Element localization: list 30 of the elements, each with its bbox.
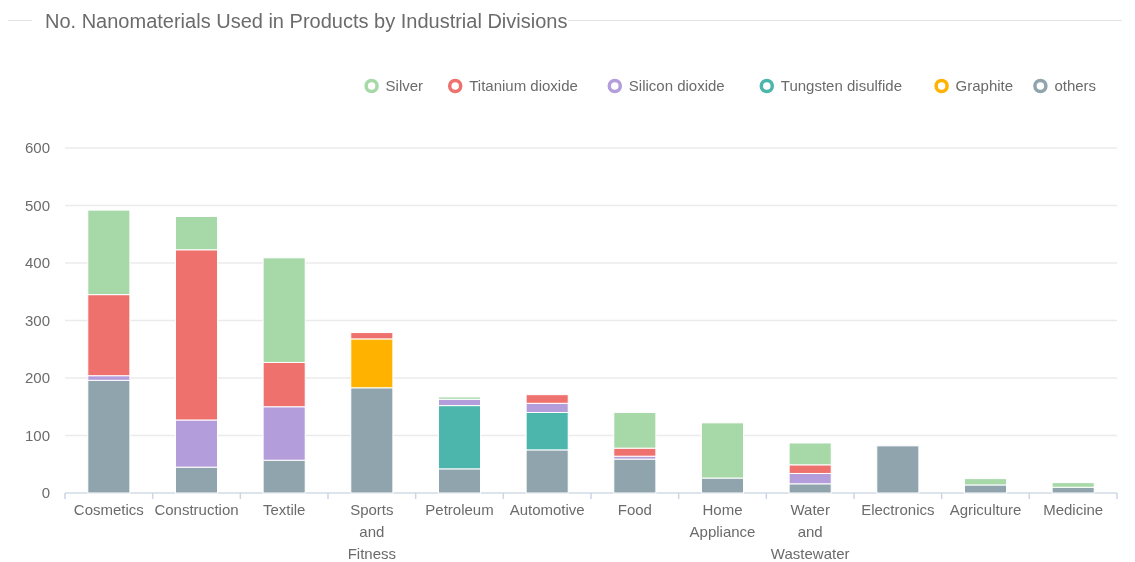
bar xyxy=(876,445,920,494)
bar xyxy=(1051,486,1095,494)
x-tick-label: Food xyxy=(617,501,652,518)
x-tick-label: Water and Wastewater xyxy=(770,501,850,562)
x-tick-label: Electronics xyxy=(861,501,935,518)
y-tick-label: 400 xyxy=(24,254,50,271)
y-tick-label: 300 xyxy=(24,311,50,329)
bar xyxy=(613,458,657,494)
x-tick-label: Sports and Fitness xyxy=(347,501,397,562)
x-tick-label: Agriculture xyxy=(949,501,1022,518)
y-tick-label: 0 xyxy=(41,484,50,501)
chart-title: No. Nanomaterials Used in Products by Industrial Divisions xyxy=(45,10,568,32)
x-tick-label: Petroleum xyxy=(425,501,494,518)
x-tick-label: Medicine xyxy=(1043,501,1104,518)
legend-label: Graphite xyxy=(955,77,1014,94)
x-tick-label: Automotive xyxy=(509,501,585,518)
y-tick-label: 100 xyxy=(24,426,50,444)
x-tick-label: Construction xyxy=(154,501,239,518)
legend-label: Titanium dioxide xyxy=(469,77,578,94)
y-tick-label: 500 xyxy=(24,196,50,214)
bar xyxy=(87,379,131,494)
x-tick-label: Cosmetics xyxy=(73,501,144,518)
legend-label: Tungsten disulfide xyxy=(780,77,902,94)
y-tick-label: 600 xyxy=(24,139,50,156)
x-tick-label: Home Appliance xyxy=(689,501,756,540)
y-tick-label: 200 xyxy=(24,369,50,386)
legend-label: others xyxy=(1054,77,1097,94)
legend-label: Silver xyxy=(385,77,424,94)
legend-label: Silicon dioxide xyxy=(628,77,725,94)
x-tick-label: Textile xyxy=(262,501,306,518)
